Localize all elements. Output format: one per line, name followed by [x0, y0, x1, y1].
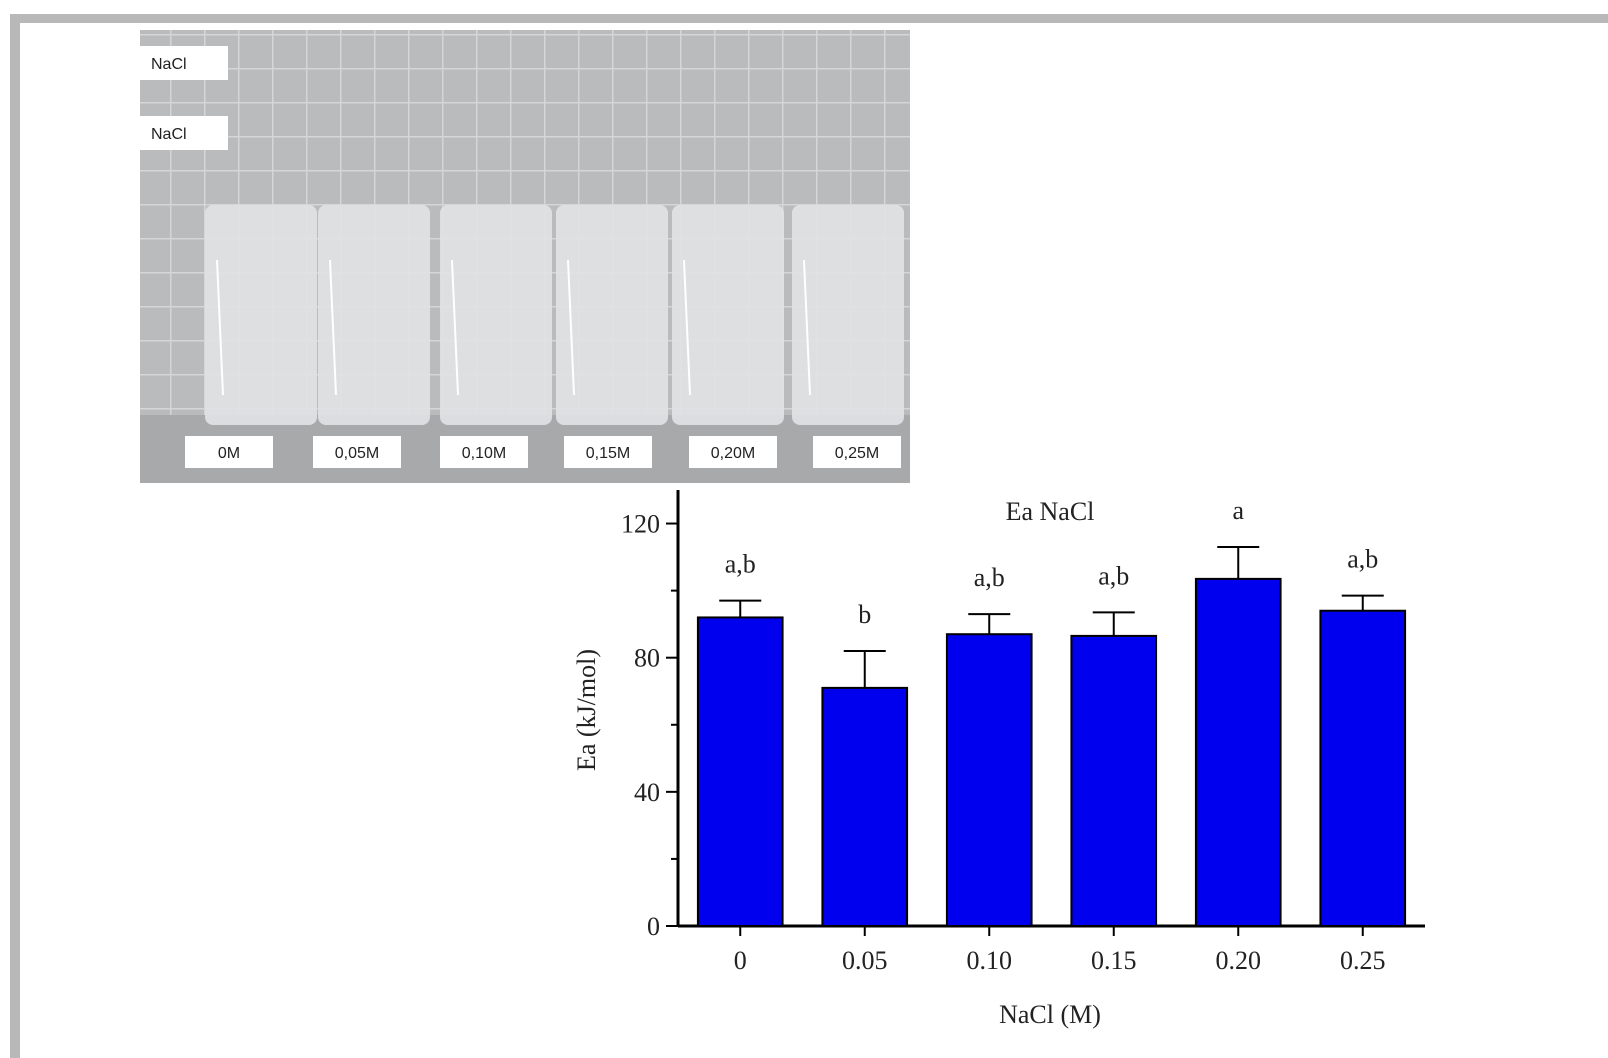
- x-axis-label: NaCl (M): [999, 1000, 1101, 1029]
- y-tick-label: 0: [647, 912, 660, 941]
- vial-label: 0,15M: [586, 445, 630, 462]
- vial: [556, 205, 668, 425]
- x-tick-label: 0.15: [1091, 946, 1137, 975]
- annotation: a,b: [725, 550, 756, 579]
- vial-label: 0,20M: [711, 445, 755, 462]
- annotation: a,b: [974, 563, 1005, 592]
- vial-glint: [683, 259, 691, 396]
- chart: Ea NaCl Ea (kJ/mol) NaCl (M) 0 40 80 120 0 a,…: [572, 490, 1425, 1029]
- vial-label-box: [813, 436, 901, 468]
- annotation: a,b: [1098, 561, 1129, 590]
- vial-label: 0,25M: [835, 445, 879, 462]
- x-tick-label: 0.10: [967, 946, 1013, 975]
- vial: [205, 205, 317, 425]
- vial-glint: [216, 259, 224, 396]
- vial-label-box: [440, 436, 528, 468]
- vial: [672, 205, 784, 425]
- vial: [792, 205, 904, 425]
- annotation: a: [1232, 496, 1244, 525]
- bar: [696, 616, 784, 927]
- vial-glint: [329, 259, 337, 396]
- bar: [945, 633, 1033, 927]
- x-tick-label: 0.25: [1340, 946, 1386, 975]
- vial-label-box: [689, 436, 777, 468]
- vial-label: 0M: [218, 445, 240, 462]
- vial-label-box: [564, 436, 652, 468]
- side-label-box: [140, 116, 228, 150]
- x-tick-label: 0.05: [842, 946, 888, 975]
- frame-left: [10, 14, 20, 1058]
- side-label: NaCl: [151, 56, 187, 73]
- annotation: a,b: [1347, 545, 1378, 574]
- vial: [318, 205, 430, 425]
- vial-label: 0,10M: [462, 445, 506, 462]
- photo: 0M 0,05M 0,10M 0,15M 0,20M 0,25M NaCl NaCl: [140, 30, 910, 483]
- y-axis-label: Ea (kJ/mol): [572, 649, 601, 771]
- x-tick-label: 0.20: [1216, 946, 1262, 975]
- bar: [821, 686, 909, 928]
- bar: [1070, 634, 1158, 928]
- vial: [440, 205, 552, 425]
- side-label: NaCl: [151, 126, 187, 143]
- x-tick-label: 0: [734, 946, 747, 975]
- vial-label-box: [185, 436, 273, 468]
- vial-glint: [451, 259, 459, 396]
- vial-label: 0,05M: [335, 445, 379, 462]
- y-tick-label: 120: [621, 510, 660, 539]
- y-tick-label: 40: [634, 778, 660, 807]
- vial-glint: [803, 259, 811, 396]
- y-tick-label: 80: [634, 644, 660, 673]
- vial-glint: [567, 259, 575, 396]
- side-label-box: [140, 46, 228, 80]
- vial-label-box: [313, 436, 401, 468]
- bar: [1194, 577, 1282, 928]
- bar: [1319, 609, 1407, 927]
- frame-top: [10, 14, 1608, 23]
- annotation: b: [858, 600, 871, 629]
- chart-title: Ea NaCl: [1006, 497, 1095, 526]
